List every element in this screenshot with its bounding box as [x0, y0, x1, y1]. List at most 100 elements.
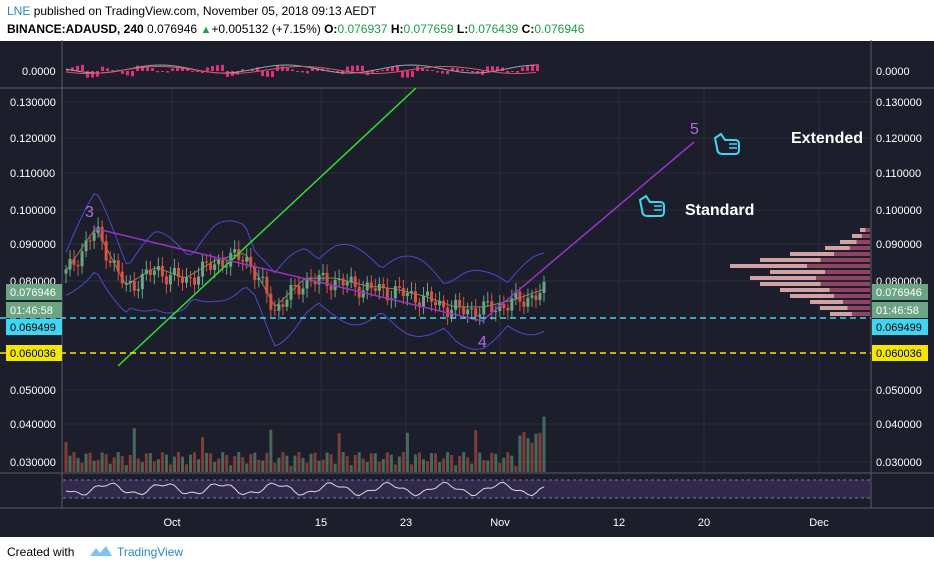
volume-bar: [140, 462, 144, 472]
osc-signal-line: [65, 66, 537, 74]
candle-body: [466, 309, 470, 315]
x-tick-label: 15: [315, 517, 327, 529]
osc-bar: [241, 69, 244, 71]
osc-bar: [251, 68, 254, 71]
osc-bar: [441, 71, 444, 74]
osc-bar: [196, 71, 199, 72]
candle-body: [413, 291, 417, 303]
author-link[interactable]: LNE: [7, 4, 31, 18]
osc-bar: [271, 71, 274, 78]
volume-bar: [401, 452, 405, 472]
volume-bar: [221, 452, 225, 472]
candle-body: [534, 295, 538, 301]
candle-body: [213, 264, 217, 270]
osc-bar: [71, 67, 74, 71]
volume-bar: [470, 463, 474, 472]
osc-bar: [496, 66, 499, 71]
price-axis-left[interactable]: 0.130000 0.120000 0.110000 0.100000 0.090000…: [10, 66, 56, 469]
osc-bar: [166, 71, 169, 73]
volume-bar: [128, 455, 132, 472]
volume-profile-bar: [807, 264, 870, 268]
y-tick-label-right: 0.040000: [876, 419, 922, 431]
purple-trendline-down[interactable]: [92, 227, 483, 322]
osc-bar: [426, 69, 429, 71]
osc-bar: [411, 71, 414, 77]
price-axis-right[interactable]: 0.130000 0.120000 0.110000 0.100000 0.090000…: [876, 66, 922, 469]
volume-profile-bar: [820, 258, 870, 262]
volume-bar: [297, 452, 301, 472]
candle-body: [510, 298, 514, 311]
volume-bar: [522, 432, 526, 472]
wave-3-label: 3: [85, 204, 94, 221]
osc-bar: [536, 64, 539, 71]
candle-body: [526, 297, 530, 307]
purple-trendline-up[interactable]: [481, 141, 695, 322]
volume-bar: [454, 465, 458, 472]
candle-body: [421, 295, 425, 308]
osc-bar: [256, 67, 259, 71]
candle-body: [148, 269, 152, 275]
volume-bar: [233, 456, 237, 472]
volume-bar: [72, 452, 76, 472]
candle-body: [108, 260, 112, 263]
volume-bar: [413, 454, 417, 472]
tradingview-link[interactable]: TradingView: [117, 545, 184, 559]
x-tick-label: 12: [613, 517, 625, 529]
osc-bar: [391, 66, 394, 71]
volume-bar: [289, 465, 293, 472]
osc-bar: [431, 70, 434, 71]
last-price-badge-left: [6, 284, 62, 300]
volume-bar: [438, 462, 442, 472]
osc-bar: [471, 71, 474, 73]
volume-bar: [269, 429, 273, 472]
y-tick-label-left: 0.130000: [10, 97, 56, 109]
candle-body: [353, 276, 357, 287]
tradingview-logo-icon[interactable]: [88, 544, 114, 560]
time-axis[interactable]: Oct 15 23 Nov 12 20 Dec: [163, 517, 829, 529]
volume-bar: [241, 457, 245, 472]
symbol-label[interactable]: BINANCE:ADAUSD, 240: [7, 22, 144, 36]
osc-bar: [226, 71, 229, 77]
osc-bar: [286, 67, 289, 71]
volume-bar: [377, 461, 381, 472]
up-arrow-icon: ▲: [200, 24, 212, 36]
volume-bar: [458, 456, 462, 472]
green-trendline[interactable]: [117, 87, 417, 367]
candle-body: [285, 299, 289, 307]
candle-body: [462, 306, 466, 315]
countdown-left: 01:46:58: [10, 305, 53, 317]
osc-bar: [516, 71, 519, 73]
candle-body: [377, 283, 381, 291]
volume-bar: [253, 452, 257, 472]
candle-body: [289, 284, 293, 300]
volume-profile-bar: [790, 294, 870, 298]
volume-bar: [325, 452, 329, 472]
candle-body: [321, 272, 325, 275]
chart-area[interactable]: 3 4 5 Standard Extended 0.130000 0.120000…: [0, 40, 934, 537]
candle-body: [369, 282, 373, 289]
candle-body: [393, 286, 397, 299]
countdown-badge-right: [872, 302, 928, 318]
candle-body: [538, 292, 542, 301]
volume-bar: [257, 459, 261, 472]
candle-body: [221, 259, 225, 268]
osc-bar: [376, 71, 379, 73]
osc-bar: [116, 69, 119, 71]
candle-body: [438, 300, 442, 306]
volume-bar: [237, 452, 241, 472]
candle-body: [486, 301, 490, 303]
pointing-hand-icon: [713, 132, 740, 155]
price-chart[interactable]: 3 4 5 Standard Extended 0.130000 0.120000…: [0, 40, 934, 537]
volume-bar: [482, 460, 486, 472]
candle-body: [434, 301, 438, 306]
candle-body: [273, 309, 277, 311]
close-label: C:: [521, 22, 535, 36]
osc-bar: [326, 69, 329, 71]
x-tick-label: 20: [698, 517, 710, 529]
osc-bar: [396, 65, 399, 71]
volume-bar: [205, 453, 209, 472]
candle-body: [470, 308, 474, 310]
candle-body: [474, 308, 478, 317]
volume-profile-bar: [840, 240, 870, 244]
yellow-level-badge-left: [6, 345, 62, 361]
